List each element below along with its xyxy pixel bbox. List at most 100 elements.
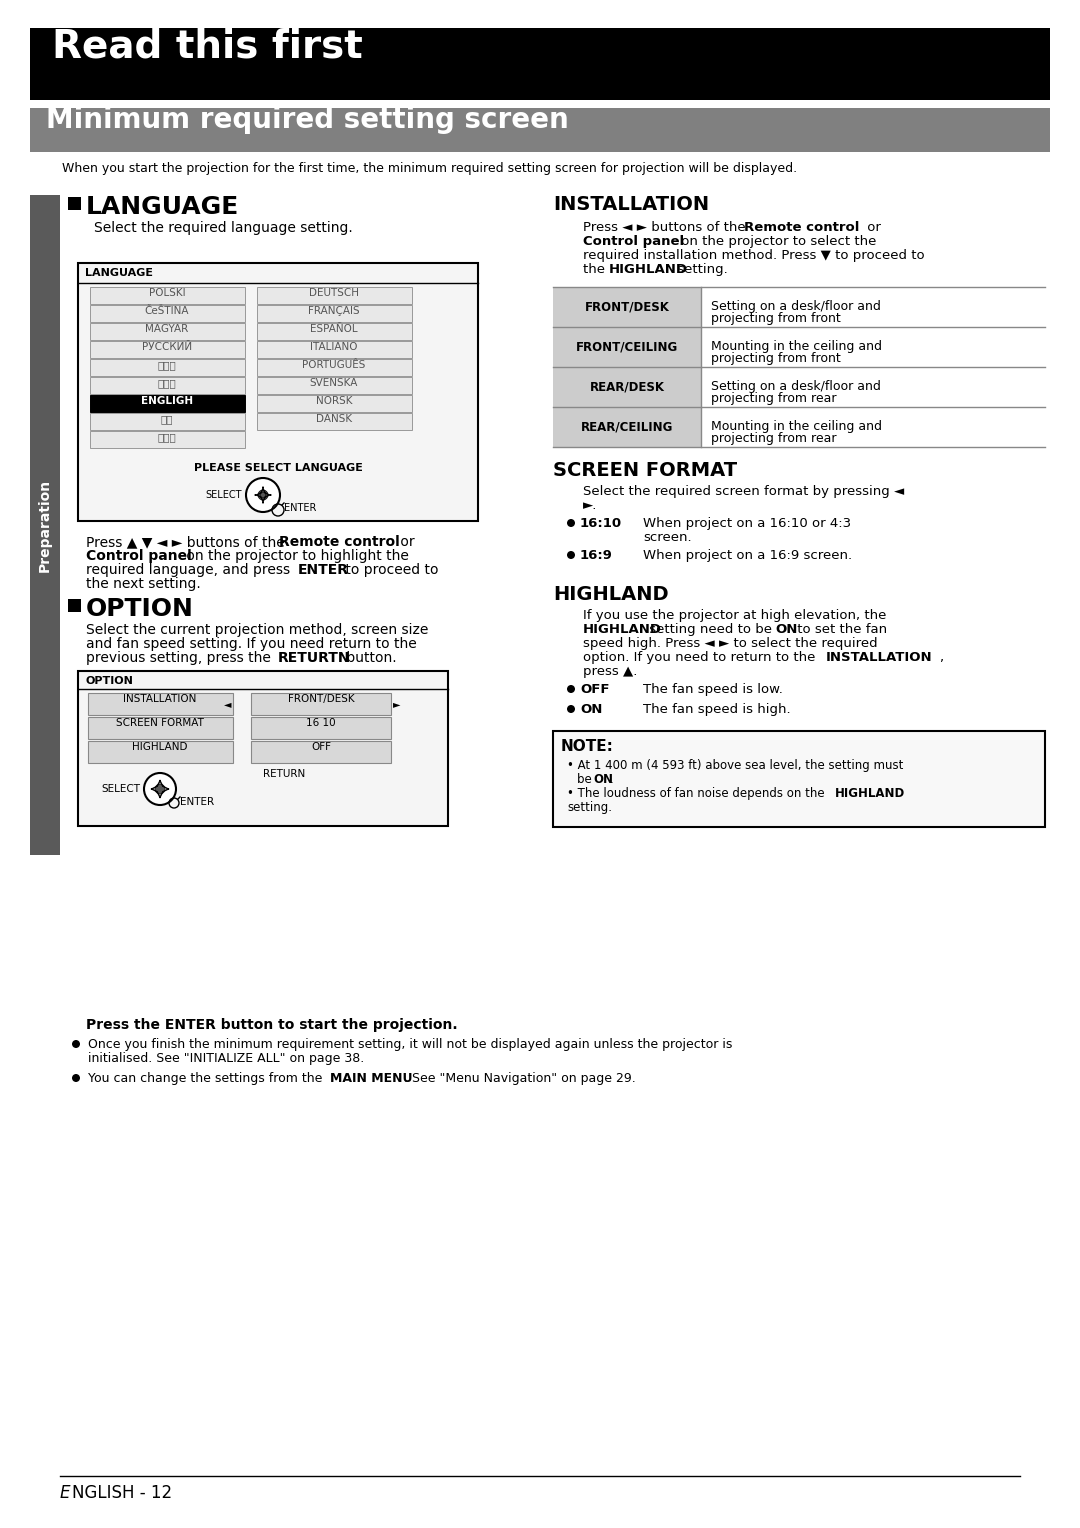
Bar [87, 741, 233, 762]
Bar [90, 396, 245, 413]
Text: LANGUAGE: LANGUAGE [85, 267, 153, 278]
Text: . See "Menu Navigation" on page 29.: . See "Menu Navigation" on page 29. [404, 1073, 636, 1085]
Text: FRONT/DESK: FRONT/DESK [584, 301, 670, 313]
Text: Remote control: Remote control [744, 222, 860, 234]
Text: HIGHLAND: HIGHLAND [553, 585, 669, 604]
Text: ON: ON [580, 703, 603, 717]
Text: The fan speed is low.: The fan speed is low. [643, 683, 783, 695]
Text: ไทย: ไทย [158, 361, 176, 370]
Text: ENTER: ENTER [180, 798, 214, 807]
Text: .: . [610, 773, 613, 785]
Text: HIGHLAND: HIGHLAND [835, 787, 905, 801]
Text: INSTALLATION: INSTALLATION [826, 651, 933, 665]
Text: Mounting in the ceiling and: Mounting in the ceiling and [711, 341, 882, 353]
Bar [257, 322, 411, 341]
Text: MAGYAR: MAGYAR [146, 324, 189, 335]
Text: FRONT/DESK: FRONT/DESK [287, 694, 354, 704]
Bar [553, 287, 701, 327]
Text: OFF: OFF [580, 683, 609, 695]
Text: REAR/CEILING: REAR/CEILING [581, 420, 673, 434]
Text: SCREEN FORMAT: SCREEN FORMAT [116, 718, 204, 727]
Bar [90, 431, 245, 448]
Bar [90, 413, 245, 429]
Text: ►: ► [393, 698, 401, 709]
Text: POLSKI: POLSKI [149, 287, 186, 298]
Bar [30, 196, 60, 856]
Text: ENTER: ENTER [284, 503, 316, 513]
Text: projecting from rear: projecting from rear [711, 393, 837, 405]
Text: SELECT: SELECT [102, 784, 140, 795]
Bar [553, 367, 701, 406]
Text: Press ▲ ▼ ◄ ► buttons of the: Press ▲ ▼ ◄ ► buttons of the [86, 535, 289, 549]
Text: MAIN MENU: MAIN MENU [330, 1073, 413, 1085]
Bar [257, 396, 411, 413]
Text: If you use the projector at high elevation, the: If you use the projector at high elevati… [583, 610, 887, 622]
Text: When project on a 16:9 screen.: When project on a 16:9 screen. [643, 549, 852, 562]
Text: button.: button. [342, 651, 396, 665]
Text: and fan speed setting. If you need return to the: and fan speed setting. If you need retur… [86, 637, 417, 651]
Text: press ▲.: press ▲. [583, 665, 637, 678]
Circle shape [156, 784, 165, 795]
Bar [90, 306, 245, 322]
Text: on the projector to select the: on the projector to select the [677, 235, 876, 248]
Bar [257, 341, 411, 358]
Text: be: be [577, 773, 595, 785]
Text: 16:9: 16:9 [580, 549, 612, 562]
Text: ,: , [939, 651, 943, 665]
Text: setting need to be: setting need to be [645, 623, 777, 636]
Text: required language, and press: required language, and press [86, 562, 295, 578]
Bar [553, 730, 1045, 827]
Text: INSTALLATION: INSTALLATION [123, 694, 197, 704]
Text: E: E [60, 1484, 70, 1502]
Text: РУССКИЙ: РУССКИЙ [141, 342, 192, 351]
Bar [68, 599, 81, 613]
Text: Select the current projection method, screen size: Select the current projection method, sc… [86, 623, 429, 637]
Text: 한국어: 한국어 [158, 377, 176, 388]
Circle shape [144, 773, 176, 805]
Text: Setting on a desk/floor and: Setting on a desk/floor and [711, 380, 881, 393]
Text: 日本語: 日本語 [158, 432, 176, 442]
Text: LANGUAGE: LANGUAGE [86, 196, 240, 219]
Text: RETURTN: RETURTN [278, 651, 351, 665]
Text: previous setting, press the: previous setting, press the [86, 651, 275, 665]
Bar [30, 108, 1050, 151]
Text: • The loudness of fan noise depends on the: • The loudness of fan noise depends on t… [567, 787, 828, 801]
Text: SCREEN FORMAT: SCREEN FORMAT [553, 461, 738, 480]
Text: Minimum required setting screen: Minimum required setting screen [46, 105, 569, 134]
Text: SVENSKA: SVENSKA [310, 377, 359, 388]
Text: setting.: setting. [673, 263, 728, 277]
Text: ►.: ►. [583, 500, 597, 512]
Text: NORSK: NORSK [315, 396, 352, 406]
Circle shape [567, 552, 575, 559]
Text: Remote control: Remote control [279, 535, 400, 549]
Text: the: the [583, 263, 609, 277]
Text: Control panel: Control panel [86, 549, 192, 562]
Text: Select the required language setting.: Select the required language setting. [94, 222, 353, 235]
Bar [257, 413, 411, 429]
Bar [90, 341, 245, 358]
Text: on the projector to highlight the: on the projector to highlight the [183, 549, 409, 562]
Bar [87, 717, 233, 740]
Text: Setting on a desk/floor and: Setting on a desk/floor and [711, 299, 881, 313]
Bar [90, 377, 245, 394]
Bar [30, 28, 1050, 99]
Circle shape [567, 704, 575, 714]
Text: ◄: ◄ [224, 698, 231, 709]
Text: Control panel: Control panel [583, 235, 684, 248]
Bar [553, 406, 701, 448]
Bar [257, 287, 411, 304]
Text: FRANÇAIS: FRANÇAIS [308, 306, 360, 316]
Text: Preparation: Preparation [38, 478, 52, 571]
Text: When project on a 16:10 or 4:3: When project on a 16:10 or 4:3 [643, 516, 851, 530]
Text: Mounting in the ceiling and: Mounting in the ceiling and [711, 420, 882, 432]
Text: RETURN: RETURN [264, 769, 306, 779]
Text: ENGLIGH: ENGLIGH [140, 396, 193, 406]
Text: DANSK: DANSK [316, 414, 352, 423]
Text: projecting from front: projecting from front [711, 312, 840, 325]
Text: 16 10: 16 10 [307, 718, 336, 727]
Text: to set the fan: to set the fan [793, 623, 887, 636]
Circle shape [72, 1074, 80, 1082]
Text: OPTION: OPTION [86, 597, 194, 620]
Bar [553, 327, 701, 367]
Text: You can change the settings from the: You can change the settings from the [87, 1073, 326, 1085]
